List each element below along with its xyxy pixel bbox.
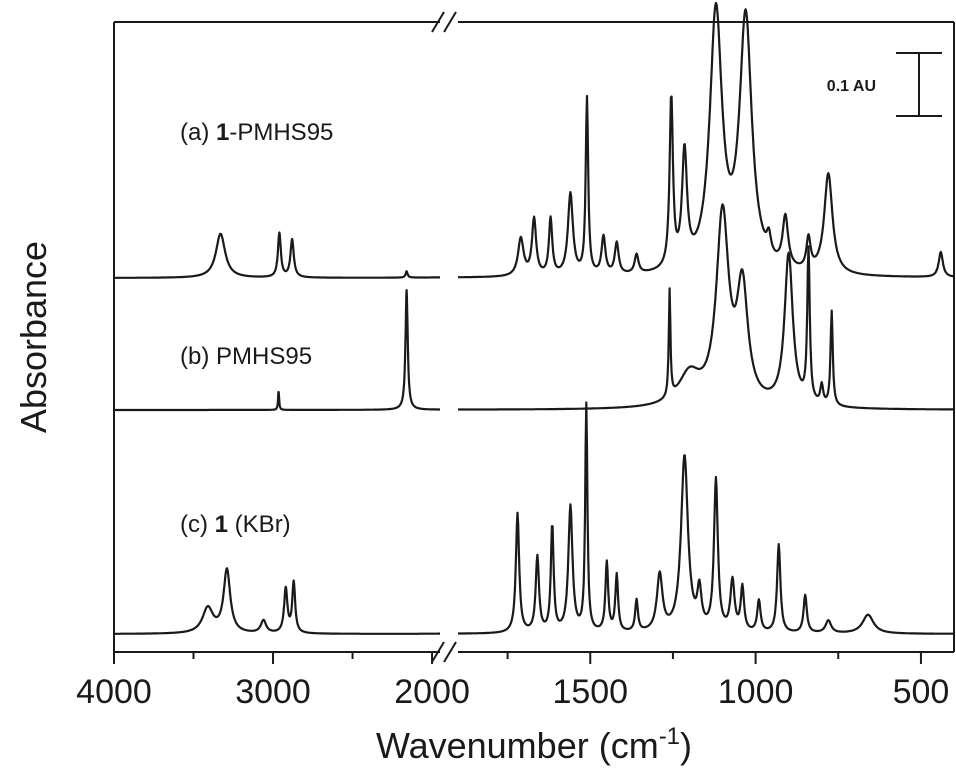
series-1-segment-0: [113, 289, 441, 412]
x-tick-label-0: 4000: [76, 673, 152, 711]
x-tick-labels: 4000 3000 2000 1500 1000 500: [76, 673, 949, 711]
x-tick-label-3: 1500: [552, 673, 628, 711]
series-0-segment-0: [113, 231, 441, 279]
axis-break-bottom: [431, 641, 457, 663]
series-0-segment-1: [457, 1, 955, 279]
series-label-1: (b) PMHS95: [180, 343, 312, 370]
series-2-segment-1: [457, 401, 955, 635]
x-ticks: [113, 652, 922, 664]
series-label-2: (c) 1 (KBr): [180, 511, 291, 538]
spectrum-traces: [113, 1, 955, 635]
series-1-segment-1: [457, 203, 955, 411]
x-tick-label-1: 3000: [235, 673, 311, 711]
y-axis-title: Absorbance: [13, 241, 54, 433]
scale-bar: 0.1 AU: [827, 52, 942, 117]
x-tick-label-2: 2000: [394, 673, 470, 711]
series-labels: (a) 1-PMHS95 (b) PMHS95 (c) 1 (KBr): [180, 119, 333, 538]
axis-break-top: [431, 11, 457, 33]
scale-bar-label: 0.1 AU: [827, 78, 876, 95]
series-label-0: (a) 1-PMHS95: [180, 119, 333, 146]
x-tick-label-5: 500: [893, 673, 950, 711]
x-axis-title: Wavenumber (cm-1): [376, 723, 692, 766]
series-2-segment-0: [113, 567, 441, 635]
x-tick-label-4: 1000: [718, 673, 794, 711]
